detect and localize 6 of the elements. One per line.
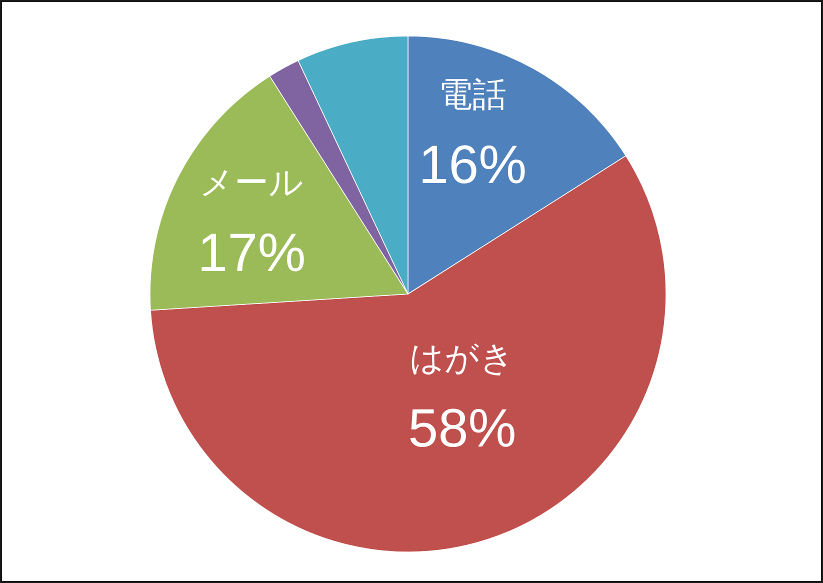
data-label: 58% [408,398,516,459]
slice-label: 電話 [438,75,507,116]
data-label: 17% [198,223,306,284]
data-label: 16% [418,135,527,196]
slice-label: はがき [410,338,515,379]
slice-label: メール [200,163,304,204]
